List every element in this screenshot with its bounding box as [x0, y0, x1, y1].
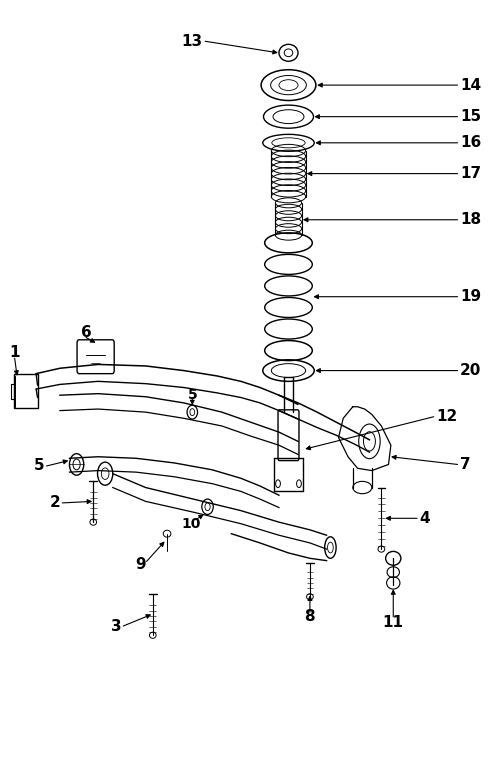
- Text: 13: 13: [182, 34, 203, 49]
- Text: 2: 2: [50, 495, 61, 511]
- Text: 1: 1: [9, 346, 20, 360]
- Text: 5: 5: [187, 388, 197, 402]
- Text: 15: 15: [460, 109, 481, 124]
- Text: 4: 4: [420, 511, 430, 525]
- Text: 8: 8: [305, 609, 315, 625]
- Text: 18: 18: [460, 212, 481, 227]
- Text: 7: 7: [460, 457, 470, 472]
- Text: 9: 9: [136, 557, 146, 572]
- Text: 12: 12: [436, 409, 457, 424]
- Text: 20: 20: [460, 363, 481, 378]
- Text: 16: 16: [460, 136, 481, 150]
- Text: 3: 3: [111, 618, 122, 633]
- Text: 5: 5: [34, 459, 45, 474]
- Text: 17: 17: [460, 166, 481, 181]
- Text: 14: 14: [460, 78, 481, 92]
- Text: 11: 11: [383, 615, 404, 629]
- Text: 6: 6: [81, 325, 91, 339]
- Text: 10: 10: [181, 518, 201, 532]
- Text: 19: 19: [460, 289, 481, 305]
